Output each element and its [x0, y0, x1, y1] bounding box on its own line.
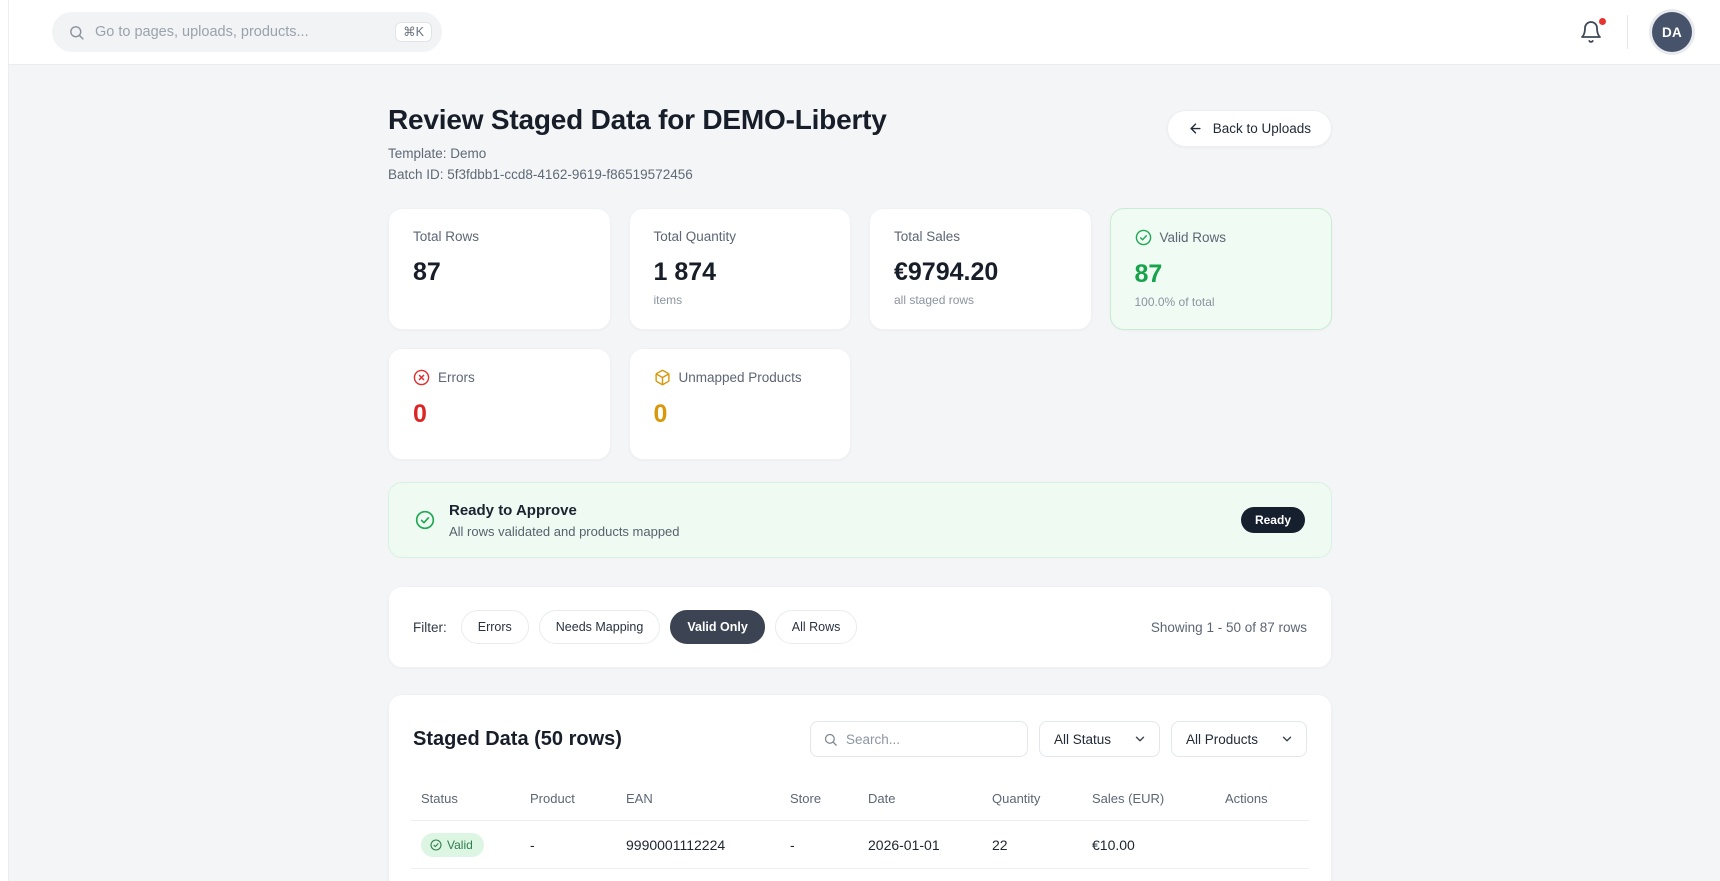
filter-valid-only-button[interactable]: Valid Only	[670, 610, 765, 644]
cell-store: -	[780, 868, 858, 881]
valid-rows-value: 87	[1134, 260, 1163, 288]
cell-product: -	[520, 868, 616, 881]
batch-id-line: Batch ID: 5f3fdbb1-ccd8-4162-9619-f86519…	[388, 167, 693, 182]
arrow-left-icon	[1190, 123, 1201, 134]
package-icon	[654, 369, 670, 386]
column-header-status: Status	[411, 779, 520, 821]
total-sales-sub: all staged rows	[894, 293, 975, 307]
check-circle-icon	[415, 510, 435, 530]
chevron-down-icon	[1282, 736, 1292, 742]
topbar-divider	[1627, 15, 1628, 49]
total-quantity-card: Total Quantity 1 874 items	[628, 208, 851, 330]
column-header-quantity: Quantity	[982, 779, 1082, 821]
cell-ean: 9999998887770	[616, 868, 780, 881]
staged-data-section: Staged Data (50 rows) All Status All Pro…	[388, 694, 1332, 881]
valid-rows-label: Valid Rows	[1159, 230, 1227, 245]
page-title: Review Staged Data for DEMO-Liberty	[388, 104, 887, 135]
filter-needs-mapping-button[interactable]: Needs Mapping	[538, 610, 661, 644]
total-quantity-label: Total Quantity	[653, 229, 737, 244]
notification-dot	[1599, 18, 1606, 25]
cell-ean: 9990001112224	[616, 820, 780, 869]
table-row: Valid - 9990001112224 - 2026-01-01 22 €1…	[411, 820, 1309, 869]
status-badge-label: Valid	[447, 837, 473, 852]
filter-bar: Filter: Errors Needs Mapping Valid Only …	[388, 586, 1332, 668]
filter-errors-button[interactable]: Errors	[460, 610, 529, 644]
unmapped-products-value: 0	[653, 400, 668, 428]
valid-rows-sub: 100.0% of total	[1134, 295, 1215, 309]
stats-row-1: Total Rows 87 Total Quantity 1 874 items…	[388, 208, 1332, 330]
filter-all-rows-button[interactable]: All Rows	[774, 610, 858, 644]
column-header-actions: Actions	[1215, 779, 1309, 821]
cell-actions	[1215, 820, 1309, 869]
showing-rows-text: Showing 1 - 50 of 87 rows	[1150, 619, 1307, 635]
search-icon	[824, 733, 837, 746]
stats-row-2: Errors 0 Unmapped Products 0	[388, 348, 1332, 460]
product-filter-select[interactable]: All Products	[1170, 721, 1307, 757]
errors-card: Errors 0	[388, 348, 611, 460]
status-badge: Valid	[421, 832, 484, 857]
table-header-row: Status Product EAN Store Date Quantity S…	[411, 779, 1309, 821]
staged-data-heading: Staged Data (50 rows)	[413, 727, 622, 750]
notifications-button[interactable]	[1579, 18, 1606, 44]
total-rows-card: Total Rows 87	[388, 208, 611, 330]
errors-value: 0	[413, 400, 427, 428]
cell-sales: €10.00	[1082, 820, 1215, 869]
main-content: Review Staged Data for DEMO-Liberty Temp…	[388, 64, 1332, 881]
chevron-down-icon	[1135, 736, 1145, 742]
column-header-ean: EAN	[616, 779, 780, 821]
cell-quantity: 22	[982, 820, 1082, 869]
banner-subtitle: All rows validated and products mapped	[449, 523, 680, 539]
back-to-uploads-label: Back to Uploads	[1212, 121, 1311, 136]
x-circle-icon	[413, 369, 430, 386]
total-rows-label: Total Rows	[413, 229, 480, 244]
global-search[interactable]: ⌘K	[52, 12, 442, 52]
total-sales-value: €9794.20	[894, 258, 999, 286]
keyboard-shortcut-badge: ⌘K	[395, 21, 432, 43]
column-header-date: Date	[858, 779, 982, 821]
template-line: Template: Demo	[388, 146, 487, 161]
banner-title: Ready to Approve	[449, 501, 577, 519]
total-quantity-value: 1 874	[653, 258, 717, 286]
topbar: ⌘K DA	[0, 0, 1720, 64]
sidebar-edge	[0, 0, 9, 881]
column-header-sales: Sales (EUR)	[1082, 779, 1215, 821]
avatar[interactable]: DA	[1652, 12, 1692, 52]
global-search-input[interactable]	[95, 24, 386, 40]
cell-product: -	[520, 820, 616, 869]
total-quantity-sub: items	[653, 293, 683, 307]
check-circle-icon	[430, 838, 442, 851]
staged-data-table: Status Product EAN Store Date Quantity S…	[411, 779, 1309, 881]
cell-date: 2026-01-01	[858, 820, 982, 869]
ready-status-badge: Ready	[1240, 507, 1305, 533]
column-header-store: Store	[780, 779, 858, 821]
cell-date: 2026-01-01	[858, 868, 982, 881]
status-filter-value: All Status	[1053, 731, 1111, 747]
unmapped-products-card: Unmapped Products 0	[628, 348, 851, 460]
ready-to-approve-banner: Ready to Approve All rows validated and …	[388, 482, 1332, 558]
search-icon	[70, 25, 84, 40]
valid-rows-card: Valid Rows 87 100.0% of total	[1109, 208, 1332, 330]
cell-store: -	[780, 820, 858, 869]
column-header-product: Product	[520, 779, 616, 821]
table-search-input[interactable]	[845, 731, 1015, 747]
cell-sales: €123.00	[1082, 868, 1215, 881]
cell-actions	[1215, 868, 1309, 881]
product-filter-value: All Products	[1185, 731, 1258, 747]
total-rows-value: 87	[413, 258, 441, 286]
status-filter-select[interactable]: All Status	[1038, 721, 1160, 757]
table-search[interactable]	[809, 721, 1028, 757]
total-sales-card: Total Sales €9794.20 all staged rows	[869, 208, 1092, 330]
back-to-uploads-button[interactable]: Back to Uploads	[1166, 110, 1332, 147]
cell-quantity: 3	[982, 868, 1082, 881]
filter-label: Filter:	[413, 619, 447, 635]
table-row: Valid - 9999998887770 - 2026-01-01 3 €12…	[411, 868, 1309, 881]
total-sales-label: Total Sales	[894, 229, 961, 244]
unmapped-products-label: Unmapped Products	[678, 370, 802, 385]
bell-icon	[1581, 21, 1601, 43]
check-circle-icon	[1135, 229, 1151, 246]
errors-label: Errors	[438, 370, 475, 385]
